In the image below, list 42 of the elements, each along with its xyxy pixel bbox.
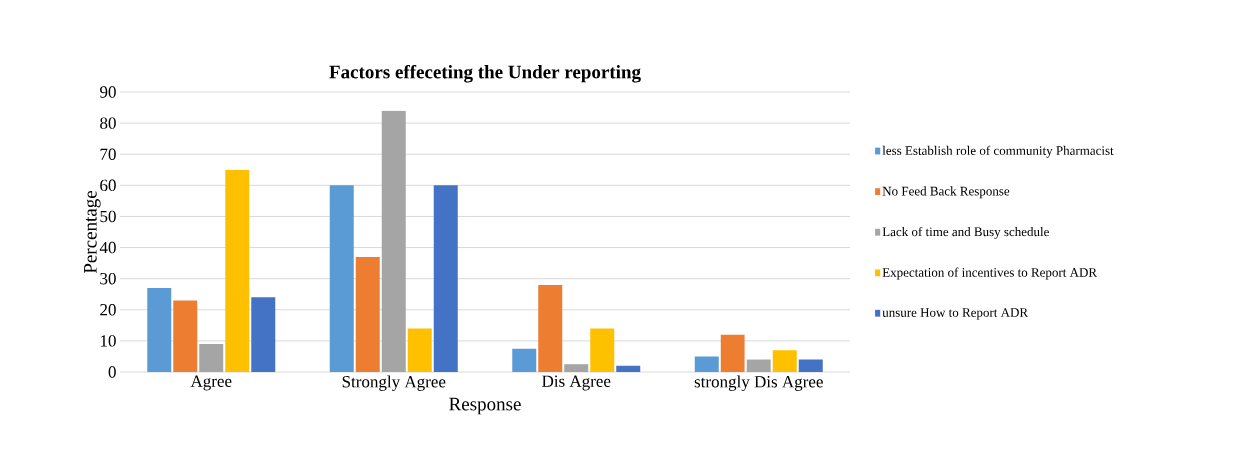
x-tick-label: strongly Dis Agree — [694, 375, 823, 391]
bar — [590, 328, 615, 372]
bar — [512, 348, 537, 372]
y-tick-label: 30 — [100, 272, 116, 285]
chart-title: Factors effeceting the Under reporting — [329, 64, 641, 83]
bar — [798, 359, 823, 372]
bar — [616, 365, 641, 372]
y-tick-label: 60 — [100, 179, 116, 192]
legend-label: No Feed Back Response — [882, 186, 1010, 199]
legend-label: less Establish role of community Pharmacist — [882, 145, 1114, 158]
bar — [329, 185, 354, 372]
y-tick-label: 70 — [100, 148, 116, 160]
legend-label: unsure How to Report ADR — [882, 308, 1029, 320]
y-axis-title: Percentage — [84, 190, 101, 274]
bar — [538, 284, 563, 372]
bar — [355, 256, 380, 372]
bar — [251, 297, 276, 372]
bar — [147, 287, 172, 372]
y-tick-label: 10 — [100, 335, 116, 347]
bar — [720, 334, 745, 372]
bar — [173, 300, 198, 372]
y-tick-label: 40 — [99, 241, 116, 254]
x-tick-label: Agree — [190, 375, 232, 391]
bar — [199, 343, 224, 372]
y-tick-label: 0 — [108, 366, 116, 378]
bar — [694, 356, 719, 372]
x-tick-label: Dis Agree — [542, 375, 611, 391]
bar — [746, 359, 771, 372]
legend-label: Expectation of incentives to Report ADR — [882, 267, 1098, 280]
bar — [433, 185, 458, 372]
bar — [225, 169, 250, 372]
bar — [407, 328, 432, 372]
bar — [772, 350, 797, 372]
legend-label: Lack of time and Busy schedule — [882, 226, 1049, 239]
y-tick-label: 90 — [100, 86, 116, 98]
x-axis-title: Response — [449, 397, 521, 415]
bar — [564, 364, 589, 372]
y-tick-label: 80 — [100, 117, 116, 129]
y-tick-label: 20 — [100, 304, 116, 316]
bar — [381, 110, 406, 372]
x-tick-label: Strongly Agree — [342, 375, 446, 391]
y-tick-label: 50 — [100, 210, 116, 223]
